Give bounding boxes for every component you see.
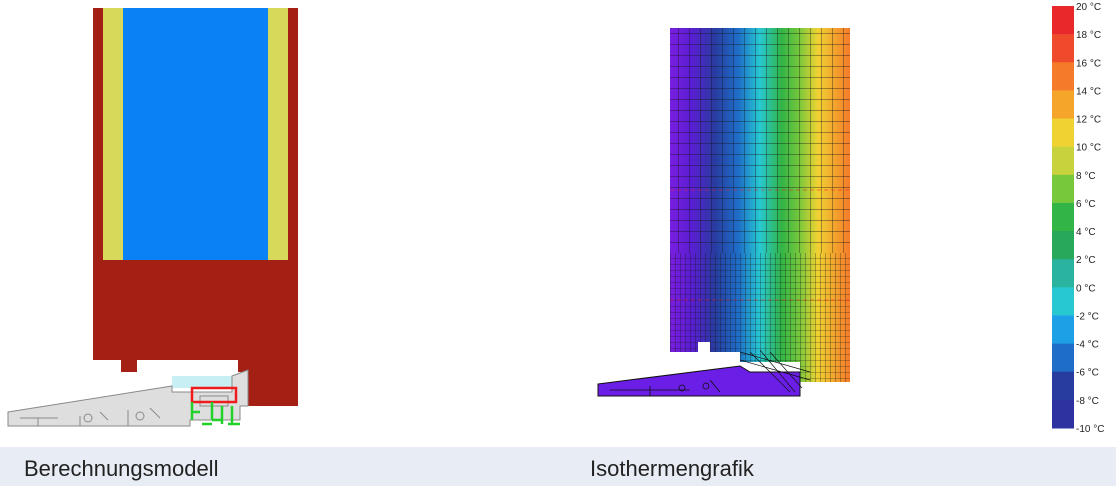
scale-block: [1052, 315, 1074, 345]
scale-labels: 20 °C 18 °C 16 °C 14 °C 12 °C 10 °C 8 °C 6 °C 4 …: [1076, 2, 1104, 435]
scale-tick-label: 16 °C: [1076, 58, 1101, 69]
mesh-upper: [670, 28, 850, 253]
scale-tick-label: -10 °C: [1076, 424, 1104, 435]
mesh-lower: [670, 253, 850, 382]
scale-block: [1052, 174, 1074, 204]
scale-tick-label: 14 °C: [1076, 86, 1101, 97]
isotherm-sill-chambers: [610, 379, 721, 396]
scale-color-blocks: [1052, 6, 1074, 429]
glazing-core: [123, 8, 268, 260]
scale-block: [1052, 6, 1074, 35]
scale-tick-label: -6 °C: [1076, 368, 1099, 379]
isotherm-graphic: [597, 28, 850, 397]
scale-tick-label: 10 °C: [1076, 143, 1101, 154]
scale-block: [1052, 90, 1074, 120]
scale-tick-label: 18 °C: [1076, 30, 1101, 41]
frame-wood-bottom: [93, 260, 298, 406]
scale-block: [1052, 343, 1074, 373]
highlight-drainage-green: [190, 402, 240, 426]
scale-block: [1052, 371, 1074, 401]
scale-block: [1052, 146, 1074, 176]
scale-tick-label: 12 °C: [1076, 115, 1101, 126]
sill-cover: [172, 376, 242, 388]
scale-tick-label: 2 °C: [1076, 255, 1096, 266]
highlight-chamber-red: [190, 386, 238, 404]
scale-block: [1052, 202, 1074, 232]
isotherm-sill-profile: [597, 365, 801, 397]
insulation-strip-right: [268, 8, 288, 260]
scale-block: [1052, 118, 1074, 148]
scale-tick-label: -8 °C: [1076, 396, 1099, 407]
scale-tick-label: 6 °C: [1076, 199, 1096, 210]
scale-tick-label: -4 °C: [1076, 340, 1099, 351]
scale-tick-label: -2 °C: [1076, 311, 1099, 322]
mesh-seal-zone: [739, 349, 811, 393]
caption-bar: [0, 447, 1116, 486]
scale-block: [1052, 231, 1074, 260]
scale-block: [1052, 34, 1074, 63]
caption-isotherm-graphic: Isothermengrafik: [590, 456, 754, 481]
scale-block: [1052, 399, 1074, 429]
scale-block: [1052, 62, 1074, 91]
scale-tick-label: 0 °C: [1076, 283, 1096, 294]
scale-tick-label: 8 °C: [1076, 171, 1096, 182]
insulation-strip-left: [103, 8, 123, 260]
scale-block: [1052, 287, 1074, 316]
scale-tick-label: 4 °C: [1076, 227, 1096, 238]
calculation-model-drawing: [7, 8, 298, 427]
temperature-scale: 20 °C 18 °C 16 °C 14 °C 12 °C 10 °C 8 °C 6 °C 4 …: [1052, 2, 1104, 435]
sill-profile: [7, 369, 249, 427]
scale-tick-label: 20 °C: [1076, 2, 1101, 13]
scale-block: [1052, 259, 1074, 288]
section-lines: [670, 189, 850, 301]
caption-calculation-model: Berechnungsmodell: [24, 456, 219, 481]
